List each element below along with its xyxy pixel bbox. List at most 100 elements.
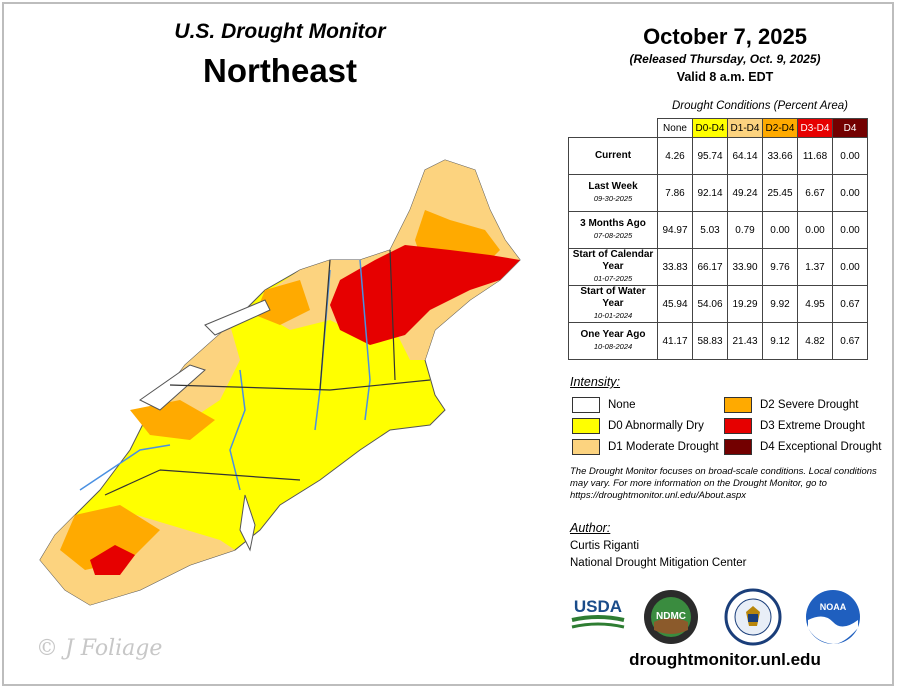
table-cell: 0.67: [832, 285, 868, 323]
row-label: 3 Months Ago 07-08-2025: [568, 211, 658, 249]
legend-label: D3 Extreme Drought: [760, 420, 865, 432]
svg-text:USDA: USDA: [574, 597, 622, 616]
table-cell: 33.83: [657, 248, 693, 286]
legend-swatch: [572, 439, 600, 455]
table-corner: [569, 119, 658, 138]
table-row: Current 4.26 95.74 64.14 33.66 11.68 0.0…: [568, 137, 868, 175]
legend-label: D0 Abnormally Dry: [608, 420, 704, 432]
map-date: October 7, 2025: [643, 24, 807, 49]
state-borders: [104, 249, 431, 496]
table-cell: 92.14: [692, 174, 728, 212]
table-cell: 6.67: [797, 174, 833, 212]
table-cell: 0.00: [762, 211, 798, 249]
table-cell: 9.92: [762, 285, 798, 323]
valid-time: Valid 8 a.m. EDT: [676, 70, 774, 84]
table-row: One Year Ago 10-08-2024 41.17 58.83 21.43…: [568, 322, 868, 360]
legend-label: D1 Moderate Drought: [608, 441, 719, 453]
river-connecticut: [359, 259, 371, 421]
ndmc-logo: NDMC: [642, 588, 700, 646]
author-heading: Author:: [570, 521, 611, 535]
map-region-d3-newengland: [330, 245, 520, 345]
map-title: U.S. Drought Monitor: [174, 20, 386, 43]
table-cell: 11.68: [797, 137, 833, 175]
map-region-d2-pa: [130, 400, 215, 440]
table-cell: 25.45: [762, 174, 798, 212]
commerce-seal-logo: [724, 588, 782, 646]
table-cell: 95.74: [692, 137, 728, 175]
row-label: Start of Calendar Year 01-07-2025: [568, 248, 658, 286]
lake-erie: [139, 364, 206, 411]
table-cell: 4.95: [797, 285, 833, 323]
author-name: Curtis Riganti: [570, 540, 640, 552]
table-cell: 0.00: [832, 248, 868, 286]
website-url: droughtmonitor.unl.edu: [629, 650, 821, 669]
table-cell: 0.00: [797, 211, 833, 249]
table-header-row: None D0-D4 D1-D4 D2-D4 D3-D4 D4: [569, 118, 868, 138]
map-region-d3-wv: [90, 545, 135, 575]
legend-item-d0: D0 Abnormally Dry: [572, 418, 704, 434]
svg-text:NOAA: NOAA: [820, 602, 847, 612]
usda-logo: USDA: [570, 594, 626, 634]
table-cell: 58.83: [692, 322, 728, 360]
col-header: D2-D4: [762, 118, 798, 138]
table-caption: Drought Conditions (Percent Area): [672, 100, 848, 112]
table-cell: 64.14: [727, 137, 763, 175]
row-label: One Year Ago 10-08-2024: [568, 322, 658, 360]
table-row: Start of Calendar Year 01-07-2025 33.83 6…: [568, 248, 868, 286]
release-note: (Released Thursday, Oct. 9, 2025): [629, 52, 821, 66]
legend-swatch: [724, 439, 752, 455]
svg-text:NDMC: NDMC: [656, 611, 686, 622]
legend-swatch: [724, 418, 752, 434]
legend-item-none: None: [572, 397, 636, 413]
map-region-d2-ny: [255, 280, 310, 325]
table-cell: 66.17: [692, 248, 728, 286]
table-cell: 4.26: [657, 137, 693, 175]
disclaimer-note: The Drought Monitor focuses on broad-sca…: [570, 466, 877, 501]
noaa-logo: NOAA: [804, 588, 862, 646]
drought-map: [39, 159, 521, 606]
table-cell: 9.12: [762, 322, 798, 360]
legend-item-d2: D2 Severe Drought: [724, 397, 858, 413]
map-region-d2-wv: [60, 505, 160, 570]
usda-logo-icon: USDA: [571, 597, 625, 629]
noaa-logo-icon: NOAA: [806, 590, 860, 644]
lake-ontario: [204, 299, 271, 336]
legend-swatch: [572, 397, 600, 413]
ndmc-logo-icon: NDMC: [644, 590, 698, 644]
row-label: Start of Water Year 10-01-2024: [568, 285, 658, 323]
chesapeake-bay: [239, 494, 256, 552]
table-cell: 7.86: [657, 174, 693, 212]
table-row: Last Week 09-30-2025 7.86 92.14 49.24 25.…: [568, 174, 868, 212]
col-header: D0-D4: [692, 118, 728, 138]
table-cell: 4.82: [797, 322, 833, 360]
table-cell: 21.43: [727, 322, 763, 360]
drought-conditions-table: None D0-D4 D1-D4 D2-D4 D3-D4 D4 Current …: [568, 118, 868, 360]
table-cell: 49.24: [727, 174, 763, 212]
row-label: Last Week 09-30-2025: [568, 174, 658, 212]
commerce-seal-icon: [724, 588, 782, 646]
legend-label: D4 Exceptional Drought: [760, 441, 882, 453]
legend-swatch: [724, 397, 752, 413]
table-cell: 19.29: [727, 285, 763, 323]
table-cell: 33.66: [762, 137, 798, 175]
table-cell: 0.00: [832, 211, 868, 249]
region-title: Northeast: [202, 52, 358, 89]
col-header: D4: [832, 118, 868, 138]
river-ohio: [79, 444, 171, 491]
table-cell: 41.17: [657, 322, 693, 360]
legend-label: D2 Severe Drought: [760, 399, 859, 411]
col-header: D1-D4: [727, 118, 763, 138]
legend-item-d1: D1 Moderate Drought: [572, 439, 719, 455]
table-cell: 0.67: [832, 322, 868, 360]
legend-title: Intensity:: [570, 375, 621, 389]
table-cell: 0.00: [832, 174, 868, 212]
legend-swatch: [572, 418, 600, 434]
watermark: © J Foliage: [36, 636, 163, 661]
table-cell: 33.90: [727, 248, 763, 286]
table-cell: 54.06: [692, 285, 728, 323]
table-row: 3 Months Ago 07-08-2025 94.97 5.03 0.79 0…: [568, 211, 868, 249]
river-susquehanna: [229, 369, 246, 491]
legend-label: None: [608, 399, 636, 411]
col-header: D3-D4: [797, 118, 833, 138]
table-cell: 0.00: [832, 137, 868, 175]
